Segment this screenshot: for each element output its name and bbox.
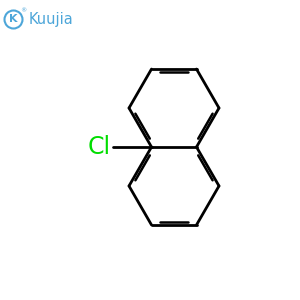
Text: Cl: Cl	[88, 135, 111, 159]
Text: Kuujia: Kuujia	[28, 12, 73, 27]
Text: K: K	[9, 14, 18, 25]
Text: ®: ®	[20, 9, 26, 14]
